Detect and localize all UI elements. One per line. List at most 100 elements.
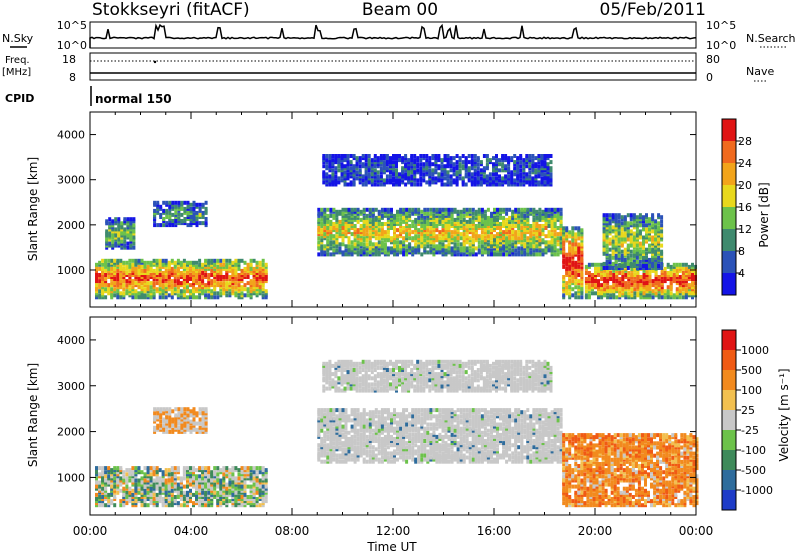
data-cell bbox=[216, 281, 220, 286]
data-cell bbox=[343, 164, 347, 169]
data-cell bbox=[240, 268, 244, 273]
data-cell bbox=[660, 279, 664, 284]
data-cell bbox=[120, 245, 124, 250]
data-cell bbox=[322, 170, 326, 175]
data-cell bbox=[502, 230, 506, 235]
data-cell bbox=[353, 246, 357, 251]
data-cell bbox=[249, 262, 253, 267]
data-cell bbox=[370, 174, 374, 179]
data-cell bbox=[350, 244, 354, 249]
data-cell bbox=[207, 281, 211, 286]
data-cell bbox=[455, 154, 459, 158]
data-cell bbox=[591, 291, 594, 296]
data-cell bbox=[422, 174, 426, 179]
data-cell bbox=[180, 219, 184, 223]
data-cell bbox=[510, 182, 514, 187]
data-cell bbox=[617, 239, 621, 244]
data-cell bbox=[113, 472, 117, 477]
data-cell bbox=[365, 232, 369, 237]
data-cell bbox=[638, 259, 642, 264]
data-cell bbox=[107, 474, 111, 479]
data-cell bbox=[192, 503, 195, 508]
data-cell bbox=[461, 176, 465, 181]
data-cell bbox=[104, 268, 108, 273]
data-cell bbox=[618, 271, 622, 275]
data-cell bbox=[373, 162, 377, 167]
data-cell bbox=[329, 252, 333, 257]
data-cell bbox=[609, 285, 613, 290]
data-cell bbox=[153, 223, 157, 228]
data-cell bbox=[526, 236, 530, 241]
data-cell bbox=[517, 219, 521, 224]
data-cell bbox=[534, 162, 538, 167]
data-cell bbox=[608, 241, 612, 246]
data-cell bbox=[529, 240, 533, 245]
data-cell bbox=[110, 492, 114, 497]
data-cell bbox=[332, 213, 336, 218]
data-cell bbox=[565, 266, 569, 271]
data-cell bbox=[331, 154, 335, 158]
data-cell bbox=[422, 168, 426, 173]
data-cell bbox=[459, 219, 463, 224]
data-cell bbox=[134, 291, 138, 296]
data-cell bbox=[156, 223, 160, 228]
data-cell bbox=[549, 172, 553, 177]
data-cell bbox=[116, 490, 120, 495]
data-cell bbox=[186, 499, 189, 504]
data-cell bbox=[571, 232, 575, 237]
data-cell bbox=[544, 234, 548, 239]
data-cell bbox=[623, 247, 627, 252]
velocity-cells bbox=[95, 359, 699, 508]
data-cell bbox=[146, 472, 150, 477]
data-cell bbox=[143, 484, 147, 489]
data-cell bbox=[140, 291, 144, 296]
data-cell bbox=[620, 264, 624, 268]
data-cell bbox=[382, 154, 386, 158]
data-cell bbox=[617, 231, 621, 236]
data-cell bbox=[329, 213, 333, 218]
data-cell bbox=[152, 472, 156, 477]
data-cell bbox=[352, 174, 356, 179]
data-cell bbox=[219, 490, 223, 495]
data-cell bbox=[485, 182, 489, 187]
data-cell bbox=[623, 219, 627, 224]
data-cell bbox=[258, 260, 262, 265]
freq-tick-high: 18 bbox=[62, 53, 76, 66]
data-cell bbox=[168, 221, 172, 226]
data-cell bbox=[128, 490, 132, 495]
data-cell bbox=[383, 250, 387, 255]
data-cell bbox=[231, 488, 235, 493]
data-cell bbox=[167, 476, 171, 481]
data-cell bbox=[349, 154, 353, 158]
data-cell bbox=[591, 283, 594, 288]
data-cell bbox=[213, 291, 217, 296]
data-cell bbox=[488, 172, 492, 177]
data-cell bbox=[571, 271, 575, 275]
data-cell bbox=[222, 499, 226, 504]
data-cell bbox=[534, 156, 538, 161]
data-cell bbox=[113, 486, 117, 491]
data-cell bbox=[110, 478, 114, 483]
data-cell bbox=[432, 207, 436, 212]
data-cell bbox=[517, 228, 521, 233]
data-cell bbox=[587, 293, 591, 298]
data-cell bbox=[186, 266, 189, 271]
data-cell bbox=[408, 228, 412, 233]
data-cell bbox=[195, 295, 198, 300]
data-cell bbox=[352, 154, 356, 158]
data-cell bbox=[177, 212, 181, 217]
data-cell bbox=[156, 200, 160, 205]
data-cell bbox=[399, 246, 403, 251]
data-cell bbox=[577, 295, 581, 300]
data-cell bbox=[525, 174, 529, 179]
data-cell bbox=[349, 182, 353, 187]
data-cell bbox=[213, 486, 217, 491]
data-cell bbox=[159, 206, 163, 211]
data-cell bbox=[152, 271, 156, 275]
data-cell bbox=[642, 255, 645, 260]
data-cell bbox=[477, 207, 481, 212]
data-cell bbox=[390, 207, 393, 212]
data-cell bbox=[164, 492, 168, 497]
data-cell bbox=[143, 466, 147, 471]
data-cell bbox=[522, 162, 526, 167]
